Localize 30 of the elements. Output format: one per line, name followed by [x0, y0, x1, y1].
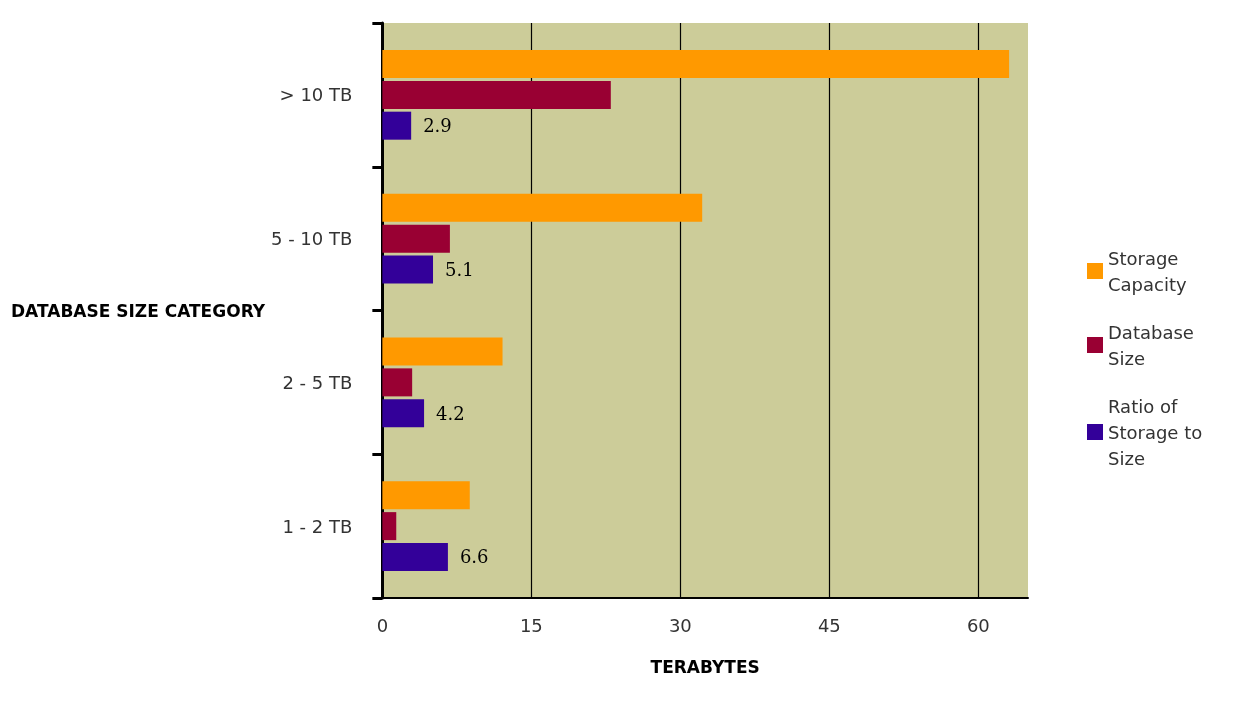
bar — [382, 337, 503, 366]
data-label: 5.1 — [445, 258, 474, 280]
x-tick-label: 45 — [817, 614, 841, 636]
y-tick-label: 2 - 5 TB — [282, 371, 353, 393]
legend-label: Database Size — [1108, 321, 1200, 369]
legend-label: Ratio of Storage to Size — [1108, 395, 1208, 469]
bar — [382, 399, 425, 428]
bar — [382, 224, 450, 253]
x-tick-label: 60 — [966, 614, 990, 636]
data-label: 6.6 — [459, 546, 489, 568]
bar — [382, 368, 413, 397]
legend-label: Storage Capacity — [1108, 247, 1188, 295]
bar — [382, 255, 434, 284]
bar — [382, 481, 470, 510]
x-tick-label: 30 — [668, 614, 692, 636]
y-tick-label: 5 - 10 TB — [270, 228, 353, 250]
bar — [382, 193, 703, 222]
data-label: 4.2 — [436, 402, 465, 424]
data-label: 2.9 — [423, 115, 452, 137]
bar — [382, 512, 397, 541]
y-tick-label: 1 - 2 TB — [282, 515, 353, 537]
bar — [382, 542, 448, 571]
bar — [382, 50, 1010, 79]
bar — [382, 111, 412, 140]
y-axis-title: DATABASE SIZE CATEGORY — [10, 300, 266, 321]
x-axis-title: TERABYTES — [650, 656, 760, 677]
x-tick-label: 15 — [519, 614, 543, 636]
y-tick-label: > 10 TB — [279, 84, 353, 106]
bar — [382, 80, 611, 109]
x-tick-label: 0 — [376, 614, 389, 636]
